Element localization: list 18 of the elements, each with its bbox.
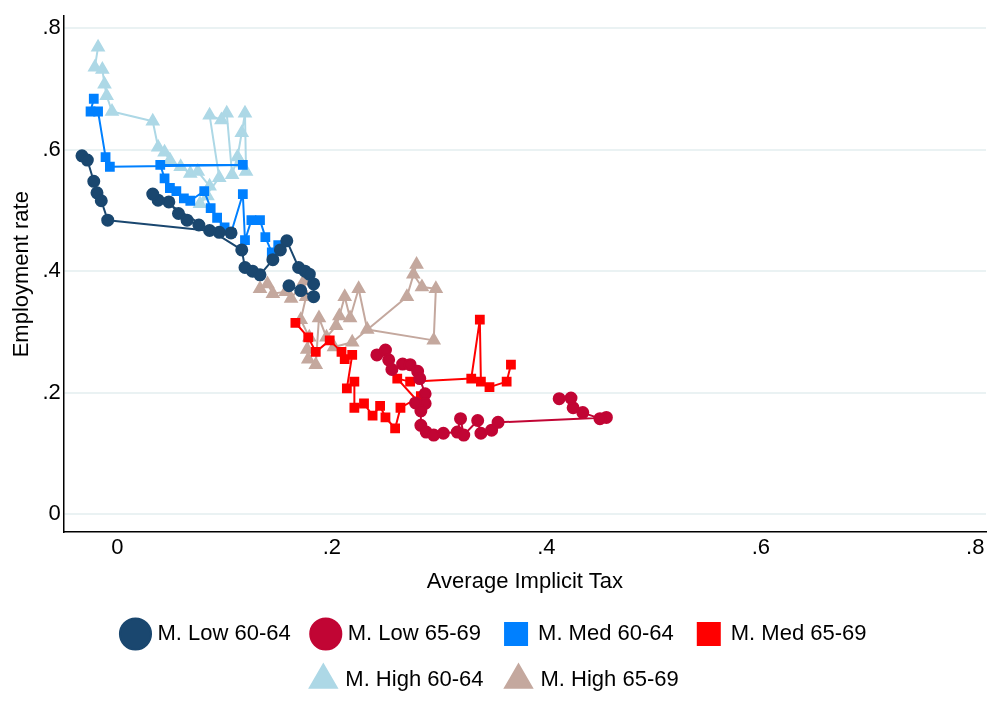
x-tick-label: .6 <box>751 534 770 560</box>
legend-label: M. High 60-64 <box>345 666 484 692</box>
legend-label: M. Low 65-69 <box>347 620 482 646</box>
legend-label: M. Med 65-69 <box>730 620 867 646</box>
x-tick-label: .8 <box>966 534 985 560</box>
y-tick-label: .6 <box>42 135 61 161</box>
legend-label: M. Med 60-64 <box>538 620 674 646</box>
y-tick-label: 0 <box>48 500 61 526</box>
x-tick-label: 0 <box>111 534 124 560</box>
legend-label: M. High 65-69 <box>540 666 679 692</box>
x-tick-label: .2 <box>322 534 342 560</box>
y-tick-label: .2 <box>42 378 61 404</box>
y-tick-label: .8 <box>42 14 61 40</box>
y-axis-title: Employment rate <box>8 191 34 358</box>
x-axis-title: Average Implicit Tax <box>426 567 623 593</box>
y-tick-label: .4 <box>42 257 61 283</box>
x-tick-label: .4 <box>537 534 556 560</box>
legend-label: M. Low 60-64 <box>157 620 291 646</box>
